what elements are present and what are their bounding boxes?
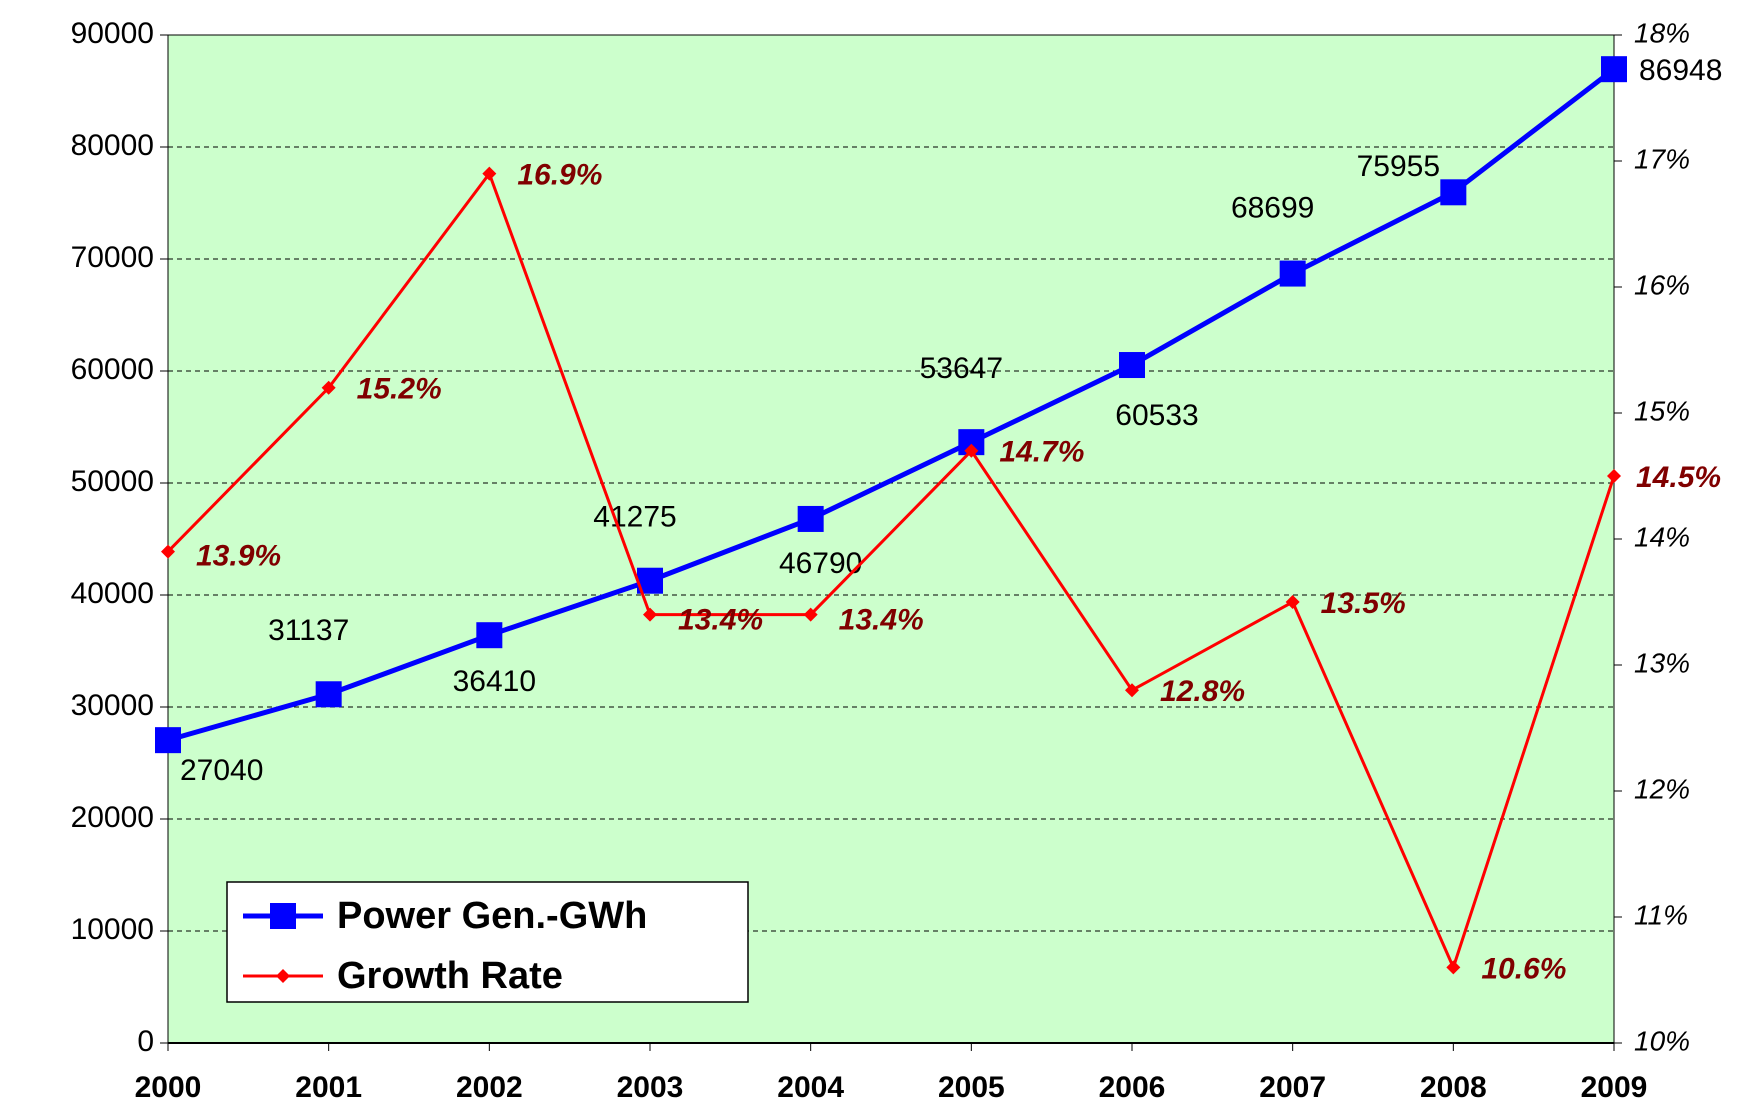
x-tick-label: 2005 <box>938 1071 1005 1104</box>
series-line <box>166 170 1616 972</box>
data-label: 13.9% <box>196 540 281 573</box>
marker <box>964 443 979 458</box>
y2-tick-label: 17% <box>1634 143 1690 174</box>
marker <box>321 380 336 395</box>
y-tick-label: 10000 <box>71 913 154 946</box>
y-tick-label: 80000 <box>71 129 154 162</box>
marker <box>1446 960 1461 975</box>
x-tick-label: 2003 <box>617 1071 684 1104</box>
y-tick-label: 20000 <box>71 801 154 834</box>
legend-box <box>226 881 749 1003</box>
legend-marker <box>270 903 296 929</box>
x-tick-label: 2000 <box>135 1071 202 1104</box>
marker <box>476 622 503 649</box>
marker <box>161 544 175 559</box>
data-label: 53647 <box>920 352 1003 385</box>
marker <box>482 166 497 181</box>
data-label: 12.8% <box>1160 675 1245 708</box>
data-label: 16.9% <box>517 159 602 192</box>
data-label: 15.2% <box>357 373 442 406</box>
x-tick-label: 2002 <box>456 1071 523 1104</box>
marker <box>1607 469 1621 483</box>
marker <box>1440 179 1467 206</box>
data-label: 68699 <box>1231 191 1314 224</box>
marker <box>803 607 818 622</box>
data-label: 31137 <box>268 614 349 647</box>
marker <box>643 607 657 622</box>
data-label: 14.7% <box>999 436 1084 469</box>
x-tick-label: 2008 <box>1420 1071 1487 1104</box>
data-label: 10.6% <box>1481 952 1566 985</box>
data-label: 75955 <box>1357 150 1440 183</box>
marker <box>1601 56 1627 83</box>
y2-tick-label: 18% <box>1634 17 1690 48</box>
data-label: 36410 <box>453 665 536 698</box>
y2-tick-label: 16% <box>1634 269 1690 300</box>
marker <box>1279 260 1306 287</box>
marker <box>315 681 342 708</box>
y2-tick-label: 15% <box>1634 395 1690 426</box>
data-label: 13.4% <box>678 604 763 637</box>
x-tick-label: 2007 <box>1259 1071 1326 1104</box>
data-label: 60533 <box>1115 399 1198 432</box>
x-tick-label: 2009 <box>1581 1071 1648 1104</box>
data-label: 14.5% <box>1636 461 1721 494</box>
marker <box>797 505 824 532</box>
legend-label: Growth Rate <box>337 955 563 997</box>
y2-tick-label: 12% <box>1634 773 1690 804</box>
y-tick-label: 70000 <box>71 241 154 274</box>
series-line <box>167 67 1616 743</box>
x-tick-label: 2001 <box>295 1071 362 1104</box>
marker <box>1285 595 1300 609</box>
y-tick-label: 40000 <box>71 577 154 610</box>
y2-tick-label: 14% <box>1634 521 1690 552</box>
legend-marker <box>276 969 290 983</box>
data-label: 27040 <box>180 754 263 787</box>
data-label: 13.5% <box>1321 587 1406 620</box>
marker <box>1119 352 1145 379</box>
y-tick-label: 90000 <box>71 17 154 50</box>
y-tick-label: 30000 <box>71 689 154 722</box>
y-tick-label: 0 <box>137 1025 154 1058</box>
marker <box>155 727 181 754</box>
x-tick-label: 2006 <box>1099 1071 1166 1104</box>
plot-area <box>167 34 1615 1044</box>
data-label: 13.4% <box>839 604 924 637</box>
y2-tick-label: 13% <box>1634 647 1690 678</box>
data-label: 86948 <box>1639 54 1722 87</box>
y-tick-label: 60000 <box>71 353 154 386</box>
y2-tick-label: 11% <box>1634 899 1688 930</box>
marker <box>1125 683 1139 698</box>
data-label: 41275 <box>593 501 676 534</box>
legend-label: Power Gen.-GWh <box>337 895 647 937</box>
x-tick-label: 2004 <box>777 1071 844 1104</box>
y2-tick-label: 10% <box>1634 1025 1690 1056</box>
y-tick-label: 50000 <box>71 465 154 498</box>
